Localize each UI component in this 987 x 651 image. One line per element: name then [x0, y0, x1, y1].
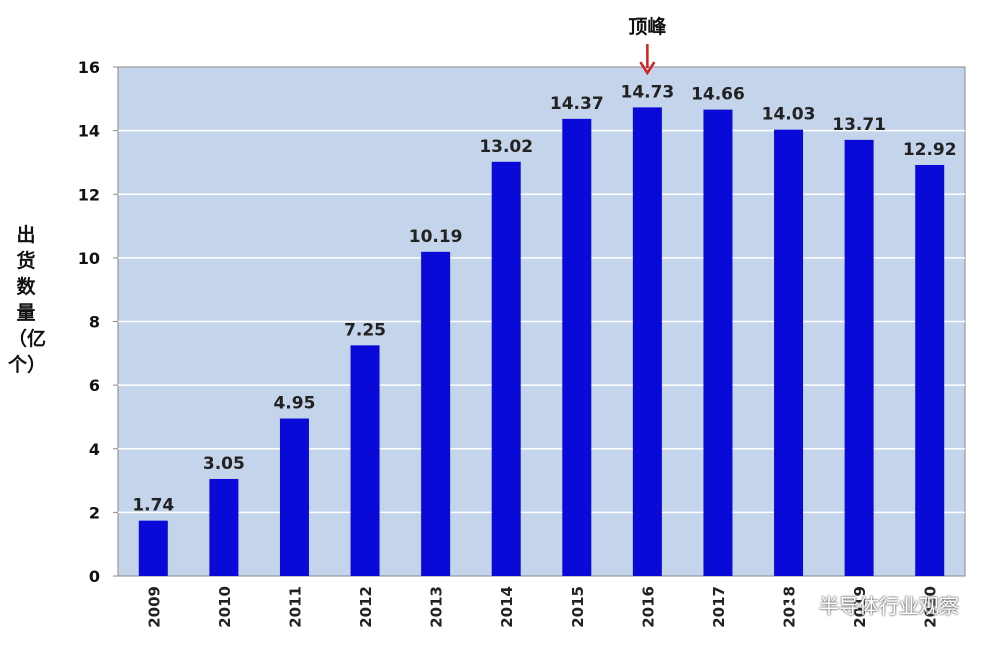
bar	[421, 251, 451, 576]
data-label: 10.19	[409, 227, 463, 247]
x-tick-label: 2016	[639, 586, 657, 628]
bar	[844, 139, 874, 576]
y-tick-label: 12	[78, 185, 100, 204]
bar	[491, 161, 521, 576]
y-tick-label: 10	[78, 249, 100, 268]
x-tick-label: 2009	[145, 586, 163, 628]
y-tick-label: 6	[89, 376, 100, 395]
bar	[350, 345, 380, 576]
bar	[774, 129, 804, 576]
x-tick-label: 2019	[851, 586, 869, 628]
watermark: 半导体行业观察	[789, 590, 959, 619]
y-axis-label: 出货数量（亿个）	[8, 224, 47, 376]
y-tick-label: 14	[78, 122, 100, 141]
x-tick-label: 2017	[710, 586, 728, 628]
bar	[632, 107, 662, 576]
bar	[209, 478, 239, 576]
bar	[562, 118, 592, 577]
peak-annotation: 顶峰	[628, 15, 667, 38]
data-label: 14.37	[550, 94, 604, 114]
watermark-text: 半导体行业观察	[819, 594, 959, 618]
x-tick-label: 2014	[498, 586, 516, 628]
bar	[703, 109, 733, 576]
x-tick-label: 2015	[569, 586, 587, 628]
y-tick-label: 0	[89, 567, 100, 586]
x-tick-label: 2010	[216, 586, 234, 628]
data-label: 14.03	[762, 105, 816, 125]
y-tick-label: 8	[89, 313, 100, 332]
y-tick-label: 4	[89, 440, 100, 459]
data-label: 3.05	[203, 454, 245, 474]
data-label: 1.74	[132, 496, 174, 516]
peak-arrow-head	[639, 61, 656, 76]
data-label: 14.66	[691, 85, 745, 105]
bar	[138, 520, 168, 576]
wechat-icon	[789, 595, 813, 615]
x-tick-label: 2012	[357, 586, 375, 628]
data-label: 13.71	[832, 115, 886, 135]
y-tick-label: 2	[89, 503, 100, 522]
data-label: 14.73	[620, 82, 674, 102]
x-tick-label: 2020	[922, 586, 940, 628]
bar	[279, 418, 309, 576]
data-label: 7.25	[344, 320, 386, 340]
bar	[915, 164, 945, 577]
x-tick-label: 2013	[428, 586, 446, 628]
data-label: 12.92	[903, 140, 957, 160]
data-label: 4.95	[273, 394, 315, 414]
data-label: 13.02	[479, 137, 533, 157]
x-tick-label: 2011	[286, 586, 304, 628]
y-tick-label: 16	[78, 58, 100, 77]
